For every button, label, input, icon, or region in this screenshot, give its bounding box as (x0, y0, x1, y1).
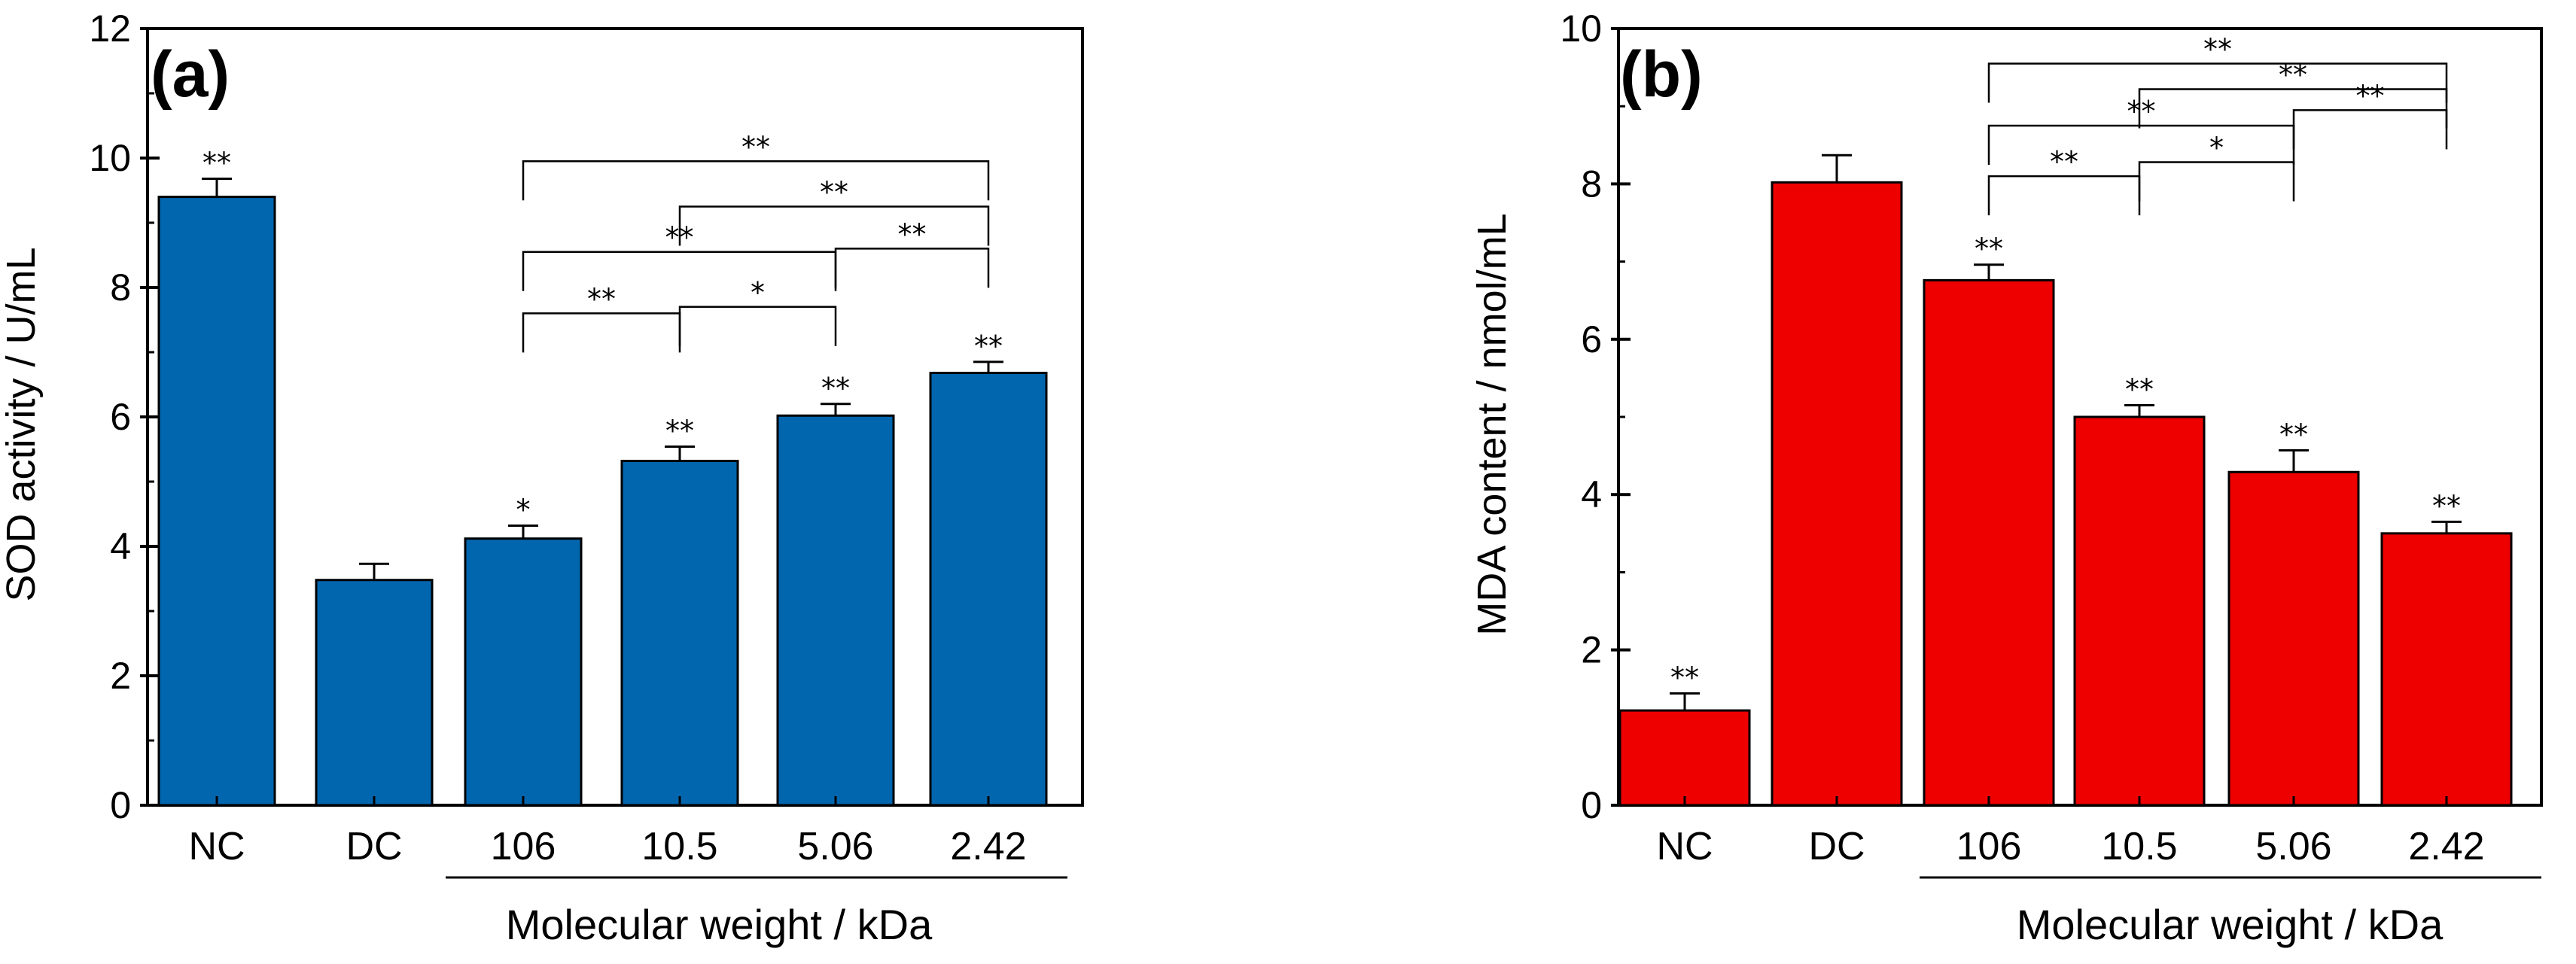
x-tick-label: NC (188, 825, 245, 868)
bar (1618, 709, 1751, 807)
comparison-bracket (2138, 88, 2448, 129)
x-tick-label: 5.06 (797, 825, 873, 868)
comparison-bracket (678, 306, 837, 346)
bar-significance-mark: ** (2125, 373, 2154, 406)
y-axis-label: SOD activity / U/mL (0, 247, 44, 601)
bar (2227, 470, 2360, 807)
comparison-significance-mark: ** (898, 217, 927, 251)
x-tick-label: 2.42 (950, 825, 1026, 868)
y-tick-label: 2 (1581, 629, 1602, 671)
y-tick-label: 6 (110, 396, 131, 438)
y-tick-label: 4 (110, 525, 131, 567)
panel-b-mda-chart: 0 2 4 6 8 10 MDA content / nmol/mL (b) ** NC DC ** 1… (1469, 8, 2543, 948)
bar-significance-mark: ** (2432, 489, 2461, 522)
bar-significance-mark: ** (665, 415, 694, 448)
bar (157, 196, 276, 807)
bar (776, 414, 895, 807)
y-tick-label: 6 (1581, 318, 1602, 360)
y-axis-label: MDA content / nmol/mL (1469, 213, 1515, 635)
x-tick-label: 10.5 (641, 825, 717, 868)
comparison-bracket (1987, 175, 2141, 216)
x-axis-label: Molecular weight / kDa (2017, 901, 2444, 948)
bar-significance-mark: ** (1670, 661, 1699, 694)
bar (620, 459, 739, 807)
x-axis-label: Molecular weight / kDa (506, 901, 933, 948)
bar (1923, 278, 2055, 807)
comparison-bracket (2138, 161, 2295, 202)
comparison-significance-mark: ** (587, 282, 616, 315)
bar-significance-mark: * (516, 493, 531, 526)
comparison-significance-mark: ** (2203, 32, 2232, 65)
bar (1771, 181, 1903, 807)
comparison-bracket (678, 205, 990, 246)
y-tick-label: 12 (89, 8, 131, 50)
comparison-significance-mark: * (751, 276, 765, 309)
x-tick-label: 5.06 (2255, 825, 2331, 868)
x-tick-label: 106 (491, 825, 556, 868)
comparison-bracket (2292, 109, 2448, 150)
comparison-significance-mark: ** (741, 130, 770, 163)
y-tick-label: 2 (110, 655, 131, 697)
bar-significance-mark: ** (202, 147, 231, 180)
x-tick-label: NC (1656, 825, 1713, 868)
bar (929, 372, 1048, 807)
bar (2380, 532, 2513, 807)
y-tick-label: 0 (110, 784, 131, 826)
x-tick-label: 2.42 (2408, 825, 2484, 868)
x-tick-label: 10.5 (2101, 825, 2177, 868)
comparison-significance-mark: ** (2356, 79, 2385, 112)
bar-significance-mark: ** (2279, 418, 2308, 451)
bar (315, 579, 434, 807)
comparison-bracket (834, 248, 990, 288)
bar-significance-mark: ** (974, 330, 1003, 363)
y-tick-label: 8 (110, 266, 131, 309)
x-tick-label: DC (1808, 825, 1865, 868)
y-tick-label: 10 (1560, 8, 1602, 50)
comparison-bracket (1987, 124, 2295, 165)
panel-label: (b) (1620, 38, 1703, 111)
bar (2073, 415, 2206, 807)
y-tick-label: 0 (1581, 784, 1602, 826)
y-tick-label: 4 (1581, 473, 1602, 515)
y-tick-label: 8 (1581, 163, 1602, 205)
comparison-significance-mark: ** (820, 176, 848, 209)
comparison-bracket (1987, 62, 2448, 103)
x-tick-label: DC (346, 825, 402, 868)
bar-significance-mark: ** (821, 372, 850, 405)
x-tick-label: 106 (1956, 825, 2022, 868)
comparison-significance-mark: ** (2050, 145, 2078, 178)
comparison-significance-mark: * (2209, 132, 2224, 165)
comparison-bracket (522, 160, 990, 201)
comparison-bracket (522, 312, 681, 353)
comparison-bracket (522, 251, 837, 291)
panel-a-sod-chart: 0 2 4 6 8 10 12 SOD activity / U/mL (a) ** NC DC * 10… (0, 8, 1084, 948)
panel-label: (a) (151, 38, 230, 111)
comparison-significance-mark: ** (2127, 95, 2156, 128)
bar (464, 537, 583, 807)
bar-significance-mark: ** (1975, 233, 2003, 266)
y-tick-label: 10 (89, 137, 131, 179)
